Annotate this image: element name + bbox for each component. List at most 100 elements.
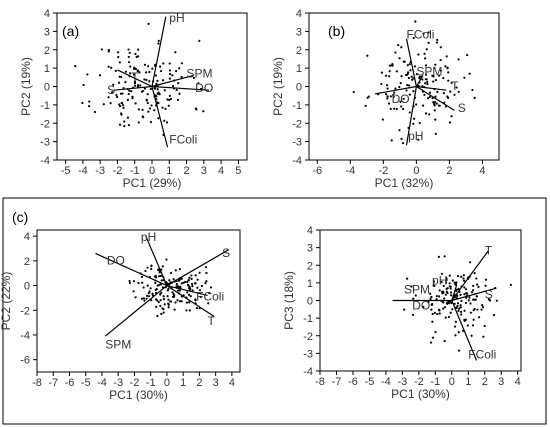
x-tick-label: -7 [48, 377, 58, 389]
scatter-point [398, 85, 401, 89]
scatter-point [161, 106, 164, 109]
loading-label-s: S [107, 83, 115, 97]
scatter-point [172, 278, 175, 281]
scatter-point [385, 84, 389, 87]
scatter-point [430, 295, 433, 299]
scatter-point [98, 74, 102, 77]
scatter-point [423, 52, 426, 55]
scatter-point [174, 51, 177, 54]
scatter-point [176, 98, 180, 101]
scatter-point [453, 302, 456, 305]
scatter-point [160, 279, 163, 282]
scatter-point [411, 313, 415, 316]
scatter-point [137, 108, 140, 111]
scatter-point [400, 46, 403, 49]
scatter-point [444, 65, 447, 68]
scatter-point [188, 276, 191, 279]
scatter-point [107, 96, 110, 99]
scatter-point [186, 280, 189, 284]
scatter-point [394, 51, 397, 54]
scatter-point [408, 62, 411, 66]
scatter-point [386, 95, 389, 98]
y-axis-label: PC2 (22%) [0, 272, 13, 331]
x-tick-label: 4 [218, 165, 224, 177]
scatter-point [186, 283, 190, 286]
loading-vector-t [166, 285, 215, 317]
scatter-point [118, 61, 121, 64]
scatter-point [426, 97, 430, 100]
x-tick-label: -4 [97, 377, 107, 389]
x-tick-label: 4 [229, 377, 235, 389]
scatter-point [408, 84, 411, 87]
scatter-point [134, 67, 138, 71]
scatter-point [126, 98, 129, 101]
x-tick-label: 0 [413, 165, 419, 177]
y-tick-label: -2 [20, 305, 30, 317]
scatter-point [102, 103, 105, 106]
scatter-point [163, 303, 166, 306]
loading-vector-fcoli [151, 86, 169, 148]
scatter-point [460, 299, 463, 303]
scatter-point [178, 267, 181, 271]
scatter-point [171, 74, 174, 77]
scatter-point [195, 306, 199, 310]
y-tick-label: 1 [296, 63, 302, 75]
scatter-point [131, 95, 134, 98]
scatter-point [156, 88, 159, 91]
scatter-point [163, 119, 166, 122]
scatter-point [185, 301, 189, 304]
scatter-point [154, 74, 158, 77]
x-tick-label: -5 [365, 376, 375, 388]
scatter-point [411, 78, 414, 81]
scatter-point [414, 20, 417, 23]
scatter-point [460, 313, 463, 316]
scatter-point [143, 87, 146, 90]
scatter-point [74, 65, 77, 68]
scatter-point [137, 55, 140, 58]
scatter-point [127, 124, 131, 127]
x-tick-label: -1 [130, 165, 140, 177]
scatter-point [463, 286, 466, 289]
scatter-point [418, 75, 421, 79]
scatter-point [158, 92, 161, 96]
scatter-point [428, 95, 431, 99]
loading-label-s: S [458, 101, 466, 115]
scatter-point [424, 82, 427, 85]
y-tick-label: 0 [307, 296, 313, 308]
y-tick-label: 4 [24, 231, 30, 243]
scatter-point [153, 109, 156, 112]
scatter-point [447, 71, 450, 74]
scatter-point [143, 63, 147, 66]
y-tick-label: -2 [303, 331, 313, 343]
scatter-point [167, 303, 170, 306]
scatter-point [481, 304, 484, 307]
scatter-point [128, 281, 131, 285]
scatter-point [434, 331, 437, 334]
scatter-point [451, 308, 454, 311]
scatter-point [146, 284, 149, 287]
scatter-point [430, 308, 433, 311]
loading-label-spm: SPM [187, 66, 213, 80]
scatter-point [367, 95, 370, 98]
scatter-point [185, 309, 188, 312]
loading-label-fcoli: FColi [468, 348, 496, 362]
y-axis-label: PC2 (19%) [19, 57, 33, 116]
scatter-point [155, 276, 158, 279]
scatter-point [441, 292, 444, 295]
scatter-point [159, 69, 163, 73]
scatter-point [446, 66, 449, 69]
scatter-point [412, 36, 415, 40]
scatter-point [150, 299, 153, 302]
scatter-point [161, 265, 164, 268]
scatter-point [402, 97, 405, 100]
scatter-point [413, 65, 416, 68]
scatter-point [145, 71, 148, 74]
scatter-point [177, 82, 180, 85]
scatter-point [146, 65, 150, 68]
y-tick-label: -4 [20, 330, 30, 342]
scatter-point [162, 295, 165, 298]
scatter-point [437, 255, 441, 258]
scatter-point [393, 91, 396, 94]
scatter-point [134, 84, 137, 87]
scatter-point [482, 335, 485, 338]
